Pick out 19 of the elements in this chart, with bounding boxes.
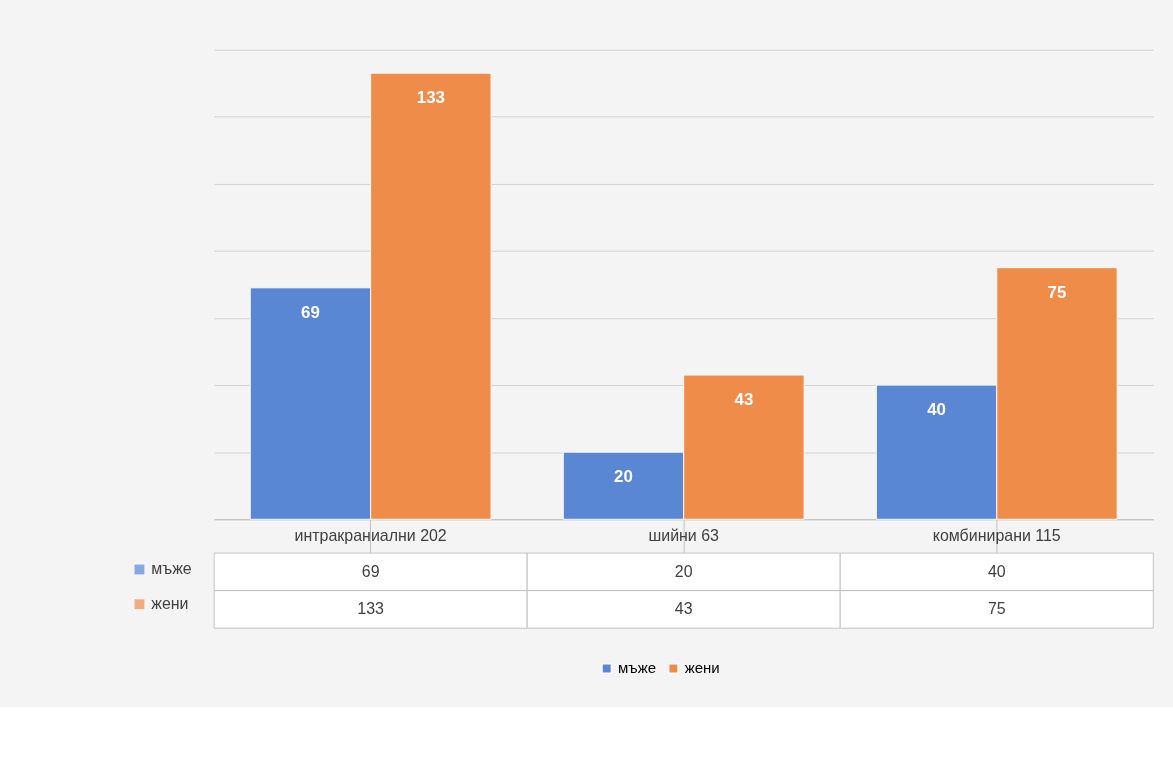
data-label: 40	[927, 400, 946, 420]
data-label: 43	[734, 390, 754, 410]
data-label: 133	[416, 88, 445, 108]
text: 133	[357, 600, 385, 618]
text: 75	[987, 600, 1006, 618]
x-tick-label: комбинирани 115	[932, 527, 1061, 545]
text: жени	[151, 594, 189, 612]
data-label: 20	[614, 467, 633, 487]
text: 20	[674, 562, 693, 580]
x-tick-label: шийни 63	[648, 527, 720, 545]
legend-label: мъже	[151, 560, 192, 578]
text: 43	[674, 600, 693, 618]
data-label: 69	[301, 302, 320, 322]
legend-label: жени	[684, 659, 720, 677]
x-tick-label: интракраниални 202	[294, 527, 447, 545]
text: 40	[987, 562, 1006, 580]
text: 69	[361, 562, 380, 580]
data-label: 75	[1047, 282, 1067, 302]
text: мъже	[617, 659, 657, 677]
